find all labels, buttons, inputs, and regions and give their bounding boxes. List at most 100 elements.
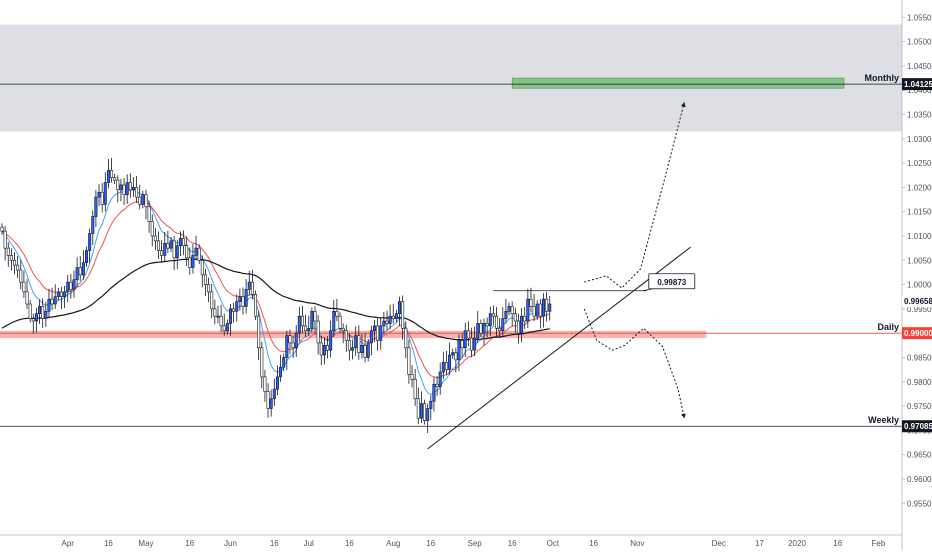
time-tick-label: 16 [589,539,598,548]
time-tick-label: Aug [386,539,400,548]
monthly-price-tag: 1.04125 [904,80,932,89]
candle-body-down [513,313,517,322]
candle-body-down [410,374,414,380]
candle [344,324,348,352]
candle [119,178,123,202]
candle-body-up [141,194,145,205]
candle [520,308,524,343]
candle [429,395,433,420]
time-tick-label: Apr [62,539,75,548]
candle-body-down [210,291,214,310]
candle-body-up [488,313,492,327]
candle [291,335,295,359]
candle-body-up [398,301,402,315]
candle-body-up [66,281,70,293]
candle [451,348,455,359]
candle [166,230,170,254]
candle [103,172,107,212]
candle [22,270,26,298]
candle-body-up [47,298,51,312]
candle-body-down [529,298,533,307]
price-tick-label: 1.04000 [907,86,932,95]
candle-body-up [476,323,480,339]
candle [391,303,395,324]
candle-body-down [185,245,189,259]
time-tick-label: Sep [468,539,483,548]
candle-body-down [498,328,502,332]
candle-body-up [394,313,398,319]
candle [285,330,289,370]
time-tick-label: Oct [547,539,560,548]
weekly-price-tag: 0.97085 [904,422,932,431]
candle [228,303,232,336]
candle-body-up [228,308,232,324]
candle-body-up [91,216,95,234]
candle [47,288,51,319]
candle [19,259,23,290]
time-tick-label: 16 [104,539,113,548]
candle [363,332,367,363]
candle [404,321,408,359]
candle-body-down [197,247,201,261]
candle [88,228,92,264]
candle-body-down [172,240,176,259]
candle-body-up [194,247,198,256]
candle-body-up [285,335,289,358]
candle [469,327,473,358]
candle-body-up [247,281,251,290]
price-tick-label: 1.01000 [907,232,932,241]
candle [257,311,261,361]
candle [194,235,198,261]
trendline-layer [427,246,691,450]
candle [38,299,42,325]
candle-body-up [354,335,358,349]
candle-body-up [332,311,336,332]
time-axis[interactable]: Apr 16 May 16 Jun 16 Jul 16 Aug 16 Sep 16 Oct 16 Nov De… [0,534,902,548]
candle [322,337,326,365]
bearish-projection-arrow-arrowhead [681,413,686,419]
candle-body-down [532,306,536,317]
candle [85,246,89,267]
candle [294,325,298,357]
candle-body-up [169,240,173,249]
candle-body-up [426,408,430,421]
candle-body-up [235,301,239,312]
candle-body-down [266,391,270,409]
candle [182,230,186,255]
candle-body-up [297,315,301,334]
candle-body-down [144,194,148,208]
candle-body-up [541,298,545,317]
candle-body-up [85,250,89,264]
candle-body-up [178,238,182,247]
candle-body-up [520,315,524,334]
candle [78,256,82,281]
candle [316,315,320,355]
candle [413,369,417,406]
candle-body-up [119,184,123,191]
candle-body-up [526,298,530,322]
candle [97,184,101,207]
candle-body-down [153,235,157,242]
price-tick-label: 0.95500 [907,499,932,508]
candle [263,369,267,402]
candle [319,335,323,366]
candle [16,255,20,279]
candle-body-up [451,352,455,356]
candle [379,317,383,350]
candle [454,347,458,373]
daily-zone [0,330,707,339]
candle-body-down [391,315,395,319]
candle [510,301,514,327]
candle [366,339,370,362]
candle-body-down [495,315,499,329]
candle-body-down [344,330,348,341]
candle [369,325,373,356]
candle-body-down [516,320,520,334]
candle [341,323,345,344]
